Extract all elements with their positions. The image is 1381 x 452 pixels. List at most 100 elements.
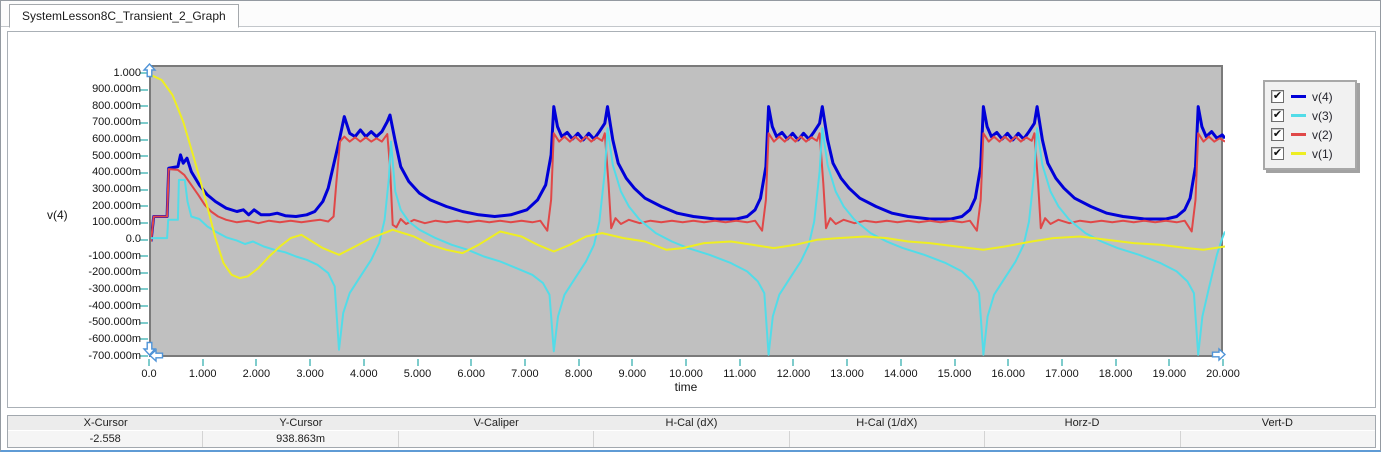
y-tick-label: -700.000m <box>88 349 141 362</box>
cursor-column-value-v-caliper <box>397 431 593 447</box>
cursor-column-header-vert-d: Vert-D <box>1261 417 1293 429</box>
y-axis-tick <box>140 255 148 258</box>
tab-graph[interactable]: SystemLesson8C_Transient_2_Graph <box>9 4 239 28</box>
cursor-header-row: X-Cursor Y-Cursor V-Caliper H-Cal (dX) H-Cal… <box>8 416 1375 431</box>
x-tick-label: 20.000 <box>1206 368 1240 380</box>
y-axis-tick <box>140 321 148 324</box>
x-tick-label: 2.000 <box>242 368 271 380</box>
cursor-column-value-h-cal-dx <box>593 431 788 447</box>
x-axis-tick <box>685 359 687 366</box>
cursor-column-header-y-cursor: Y-Cursor <box>279 417 323 429</box>
y-axis-tick <box>140 271 148 274</box>
x-axis-tick <box>792 359 795 366</box>
y-tick-label: 700.000m <box>92 116 141 129</box>
x-axis-tick <box>899 359 902 366</box>
y-axis-title: v(4) <box>47 208 68 222</box>
x-tick-label: 4.000 <box>350 368 378 380</box>
y-axis-scroll-down-arrow[interactable] <box>142 341 157 356</box>
x-axis-tick <box>362 359 365 366</box>
x-tick-label: 0.0 <box>141 368 157 380</box>
y-tick-label: 0.0 <box>125 233 141 245</box>
x-axis-tick <box>255 359 258 366</box>
legend-item-v1: ✔ v(1) <box>1271 144 1347 163</box>
y-axis-tick <box>140 72 148 74</box>
x-axis-tick <box>201 359 204 366</box>
trace-visibility-checkbox[interactable]: ✔ <box>1271 128 1284 141</box>
cursor-column-value-x-cursor: -2.558 <box>89 433 121 445</box>
y-tick-label: 100.000m <box>92 216 141 229</box>
x-tick-label: 6.000 <box>457 368 485 380</box>
y-axis-tick <box>140 205 148 208</box>
trace-v1 <box>151 74 1225 280</box>
x-axis-tick <box>309 359 312 366</box>
trace-v4 <box>151 105 1225 242</box>
cursor-column-value-h-cal-1-dx <box>788 431 984 447</box>
x-axis-tick <box>470 359 473 366</box>
trace-v2 <box>151 132 1225 242</box>
y-axis-tick <box>140 238 148 241</box>
x-axis-tick <box>631 359 634 366</box>
x-tick-label: 12.000 <box>776 368 811 380</box>
y-tick-label: -500.000m <box>88 316 141 329</box>
y-tick-label: 900.000m <box>92 83 141 96</box>
x-axis-tick <box>1222 359 1224 366</box>
y-axis-tick <box>140 221 148 224</box>
y-axis-tick <box>140 355 148 357</box>
x-tick-label: 7.000 <box>511 368 539 380</box>
y-tick-label: 600.000m <box>92 133 141 146</box>
x-tick-label: 17.000 <box>1045 368 1079 380</box>
legend-item-v3: ✔ v(3) <box>1271 106 1347 125</box>
x-axis-title: time <box>674 380 698 394</box>
x-axis-tick <box>846 359 849 366</box>
tab-title: SystemLesson8C_Transient_2_Graph <box>22 9 226 23</box>
legend-label: v(3) <box>1312 108 1333 123</box>
y-tick-label: 800.000m <box>92 99 141 112</box>
legend-label: v(2) <box>1312 127 1333 142</box>
y-axis-tick <box>140 138 148 141</box>
x-axis-tick <box>523 359 526 366</box>
trace-visibility-checkbox[interactable]: ✔ <box>1271 147 1284 160</box>
y-tick-label: 200.000m <box>92 199 141 212</box>
x-tick-label: 18.000 <box>1098 368 1133 380</box>
cursor-column-value-vert-d <box>1179 431 1375 447</box>
x-tick-label: 1.000 <box>188 368 217 380</box>
cursor-column-header-horz-d: Horz-D <box>1064 417 1100 429</box>
cursor-column-header-h-cal-dx: H-Cal (dX) <box>665 417 718 429</box>
y-axis-tick <box>140 338 148 341</box>
y-tick-label: 400.000m <box>92 166 141 179</box>
x-axis-tick <box>1007 359 1010 366</box>
x-axis-scroll-left-arrow[interactable] <box>149 348 164 363</box>
y-axis-tick <box>140 288 148 291</box>
legend-label: v(1) <box>1312 146 1333 161</box>
trace-color-dash <box>1291 152 1306 155</box>
x-axis-tick <box>148 359 150 366</box>
x-tick-label: 15.000 <box>937 368 972 380</box>
cursor-column-header-x-cursor: X-Cursor <box>83 417 128 429</box>
y-tick-label: -600.000m <box>88 332 141 345</box>
cursor-column-value-y-cursor: 938.863m <box>202 431 397 447</box>
waveform-canvas <box>151 74 1225 356</box>
x-tick-label: 13.000 <box>830 368 864 380</box>
trace-color-dash <box>1291 95 1306 98</box>
trace-visibility-checkbox[interactable]: ✔ <box>1271 90 1284 103</box>
x-axis-scroll-right-arrow[interactable] <box>1211 347 1226 362</box>
y-axis-scroll-up-arrow[interactable] <box>142 63 157 78</box>
x-tick-label: 9.000 <box>618 368 647 380</box>
trace-v3 <box>151 127 1225 356</box>
y-tick-label: -400.000m <box>88 299 141 312</box>
x-axis-tick <box>953 359 956 366</box>
tab-strip: SystemLesson8C_Transient_2_Graph <box>1 1 1380 28</box>
cursor-value-row: -2.558 938.863m <box>8 431 1375 447</box>
trace-visibility-checkbox[interactable]: ✔ <box>1271 109 1284 122</box>
y-tick-label: 300.000m <box>92 183 141 195</box>
y-axis-tick <box>140 105 148 108</box>
y-tick-label: 1.000 <box>113 66 141 79</box>
y-tick-label: 500.000m <box>92 149 141 162</box>
legend-item-v4: ✔ v(4) <box>1271 87 1347 106</box>
x-tick-label: 10.000 <box>669 368 703 380</box>
trace-color-dash <box>1291 114 1306 117</box>
x-axis-tick <box>416 359 419 366</box>
plot-area[interactable] <box>149 65 1225 357</box>
cursor-column-value-horz-d <box>984 431 1179 447</box>
